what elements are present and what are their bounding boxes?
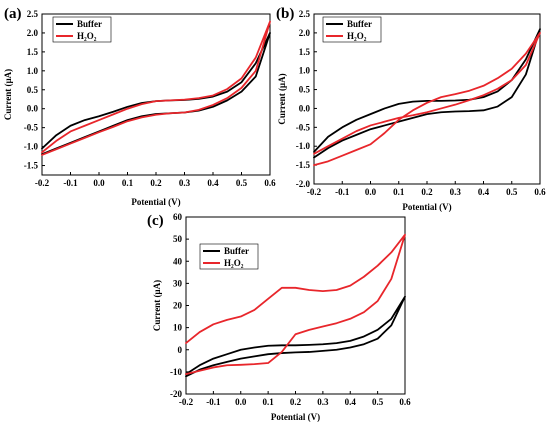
series-line-h2o2	[185, 233, 406, 375]
x-tick-label: -0.1	[63, 178, 78, 188]
x-tick-label: -0.2	[35, 178, 50, 188]
panel-0: -0.2 -0.1 0.0 0.1 0.2 0.3 0.4 0.5 0.6 -1.5 -1.0 -0.…	[3, 6, 276, 207]
x-tick-label: 0.6	[534, 187, 546, 197]
series-line-h2o2	[313, 31, 541, 167]
legend-box	[52, 16, 112, 43]
x-axis-label: Potential (V)	[402, 202, 451, 212]
y-tick-label: 2.0	[27, 28, 39, 38]
x-tick-label: -0.1	[206, 397, 221, 407]
y-tick-label: -1.0	[24, 142, 39, 152]
y-tick-label: -20	[170, 389, 182, 399]
y-tick-label: -1.0	[296, 141, 311, 151]
y-tick-label: 10	[173, 323, 183, 333]
x-tick-label: 0.1	[263, 397, 275, 407]
x-axis-label: Potential (V)	[271, 412, 320, 422]
x-tick-label: 0.4	[207, 178, 219, 188]
series-line-buffer	[41, 32, 271, 156]
panel-label: (c)	[147, 213, 164, 229]
x-tick-label: 0.2	[150, 178, 162, 188]
legend-label-buffer: Buffer	[77, 19, 102, 29]
x-tick-label: 0.5	[506, 187, 518, 197]
x-tick-label: 0.2	[290, 397, 302, 407]
x-axis-label: Potential (V)	[131, 197, 180, 207]
y-tick-label: 30	[173, 278, 183, 288]
x-tick-label: 0.6	[399, 397, 411, 407]
x-tick-label: 0.3	[317, 397, 329, 407]
series-line-buffer	[313, 28, 541, 159]
x-tick-label: 0.5	[236, 178, 248, 188]
x-tick-label: 0.1	[122, 178, 134, 188]
y-tick-label: 0.5	[27, 85, 39, 95]
legend-box	[199, 243, 259, 270]
x-tick-label: 0.4	[345, 397, 357, 407]
panel-label: (b)	[276, 6, 294, 22]
y-axis-label: Current (µA)	[277, 73, 287, 124]
x-tick-label: 0.5	[372, 397, 384, 407]
y-tick-label: 1.5	[27, 47, 39, 57]
x-tick-label: -0.2	[307, 187, 322, 197]
legend-label-buffer: Buffer	[224, 246, 249, 256]
y-tick-label: 1.5	[299, 47, 311, 57]
y-tick-label: -0.5	[24, 123, 39, 133]
y-tick-label: 0.0	[299, 103, 311, 113]
x-tick-label: 0.6	[264, 178, 276, 188]
y-tick-label: 40	[173, 256, 183, 266]
x-tick-label: 0.3	[179, 178, 191, 188]
panel-2: -0.2 -0.1 0.0 0.1 0.2 0.3 0.4 0.5 0.6 -20 -10 0 10 20…	[147, 212, 411, 422]
x-tick-label: 0.4	[478, 187, 490, 197]
legend-label-h2o2: H₂O₂	[77, 31, 97, 41]
legend-label-h2o2: H₂O₂	[347, 31, 367, 41]
legend-box	[322, 16, 382, 43]
x-tick-label: 0.0	[235, 397, 247, 407]
y-tick-label: -1.5	[296, 160, 311, 170]
panel-label: (a)	[4, 6, 22, 22]
y-tick-label: -1.5	[24, 161, 39, 171]
x-tick-label: 0.3	[450, 187, 462, 197]
y-tick-label: 0.0	[27, 104, 39, 114]
panel-1: -0.2 -0.1 0.0 0.1 0.2 0.3 0.4 0.5 0.6 -2.0 -1.5 -1.…	[276, 6, 546, 212]
legend-label-h2o2: H₂O₂	[224, 258, 244, 268]
y-axis-label: Current (µA)	[3, 69, 13, 120]
y-tick-label: 2.5	[27, 9, 39, 19]
y-tick-label: 50	[173, 234, 183, 244]
x-tick-label: 0.0	[365, 187, 377, 197]
y-tick-label: 2.0	[299, 28, 311, 38]
legend-label-buffer: Buffer	[347, 19, 372, 29]
x-tick-label: 0.0	[93, 178, 105, 188]
y-tick-label: -2.0	[296, 179, 311, 189]
y-tick-label: 0.5	[299, 85, 311, 95]
x-tick-label: -0.2	[179, 397, 194, 407]
x-tick-label: 0.1	[393, 187, 405, 197]
x-tick-label: 0.2	[421, 187, 433, 197]
y-tick-label: 60	[173, 212, 183, 222]
x-tick-label: -0.1	[335, 187, 350, 197]
y-tick-label: -0.5	[296, 122, 311, 132]
series-line-buffer	[185, 295, 406, 378]
y-tick-label: 1.0	[299, 66, 311, 76]
series-line-h2o2	[41, 20, 271, 156]
y-tick-label: 1.0	[27, 66, 39, 76]
y-tick-label: 2.5	[299, 9, 311, 19]
y-tick-label: 20	[173, 301, 183, 311]
y-axis-label: Current (µA)	[152, 280, 162, 331]
y-tick-label: 0	[178, 345, 183, 355]
y-tick-label: -10	[170, 367, 182, 377]
